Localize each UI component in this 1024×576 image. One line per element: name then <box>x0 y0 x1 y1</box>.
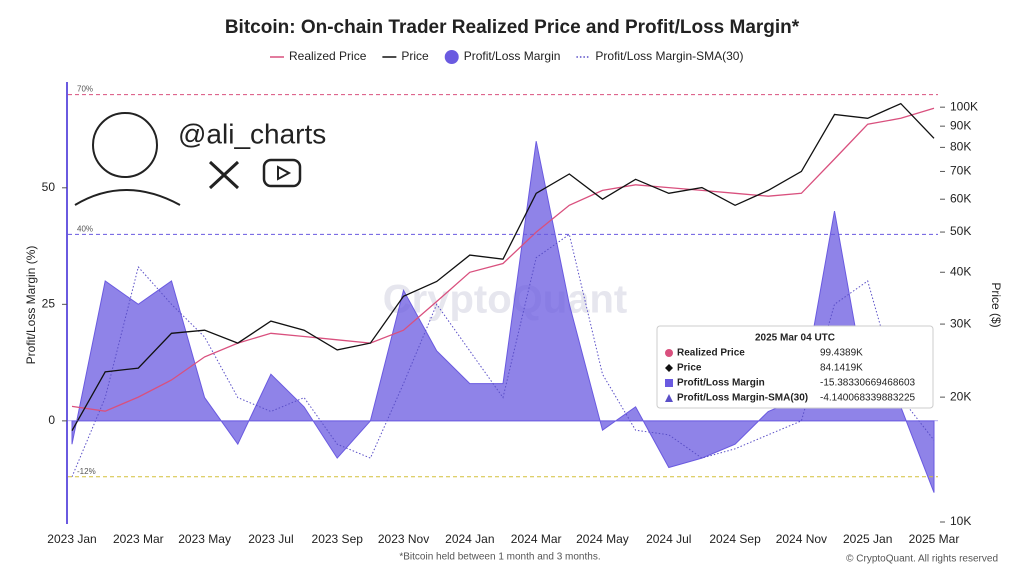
x-tick-label: 2023 Sep <box>312 532 364 546</box>
y2-tick-label: 10K <box>950 514 971 528</box>
y2-tick-label: 50K <box>950 224 971 238</box>
x-tick-label: 2025 Mar <box>909 532 960 546</box>
credit: © CryptoQuant. All rights reserved <box>846 554 998 565</box>
y2-tick-label: 80K <box>950 140 971 154</box>
tooltip-value: 99.4389K <box>820 348 863 359</box>
x-tick-label: 2023 Jul <box>248 532 293 546</box>
chart-title: Bitcoin: On-chain Trader Realized Price … <box>225 17 800 38</box>
logo <box>74 112 302 206</box>
y2-tick-label: 70K <box>950 164 971 178</box>
legend-label: Realized Price <box>289 49 367 63</box>
handle: @ali_charts <box>178 118 326 149</box>
tooltip: 2025 Mar 04 UTC Realized Price 99.4389K Pri… <box>656 325 934 409</box>
x-icon <box>208 160 240 190</box>
watermark: CryptoQuant <box>383 278 627 322</box>
tooltip-title: 2025 Mar 04 UTC <box>755 333 835 344</box>
tooltip-value: -15.38330669468603 <box>820 378 916 389</box>
tooltip-marker <box>665 379 673 387</box>
x-tick-label: 2025 Jan <box>843 532 892 546</box>
x-tick-label: 2024 Nov <box>776 532 827 546</box>
x-tick-label: 2024 Sep <box>709 532 761 546</box>
x-tick-label: 2023 May <box>178 532 231 546</box>
x-tick-label: 2023 Mar <box>113 532 164 546</box>
x-tick-label: 2023 Jan <box>47 532 96 546</box>
x-tick-label: 2024 May <box>576 532 629 546</box>
ref-line-label: 70% <box>77 85 93 94</box>
footnote: *Bitcoin held between 1 month and 3 mont… <box>399 552 600 563</box>
y2-tick-label: 90K <box>950 118 971 132</box>
y2-tick-label: 40K <box>950 264 971 278</box>
avatar <box>92 112 158 178</box>
tooltip-box <box>656 325 934 409</box>
tooltip-label: Realized Price <box>677 348 745 359</box>
legend-label: Profit/Loss Margin <box>464 49 561 63</box>
line <box>71 107 935 412</box>
legend-swatch <box>444 50 459 64</box>
tooltip-label: Profit/Loss Margin-SMA(30) <box>677 393 808 404</box>
tooltip-marker <box>665 349 673 357</box>
x-tick-label: 2023 Nov <box>378 532 429 546</box>
y2-axis-label: Price ($) <box>989 282 1003 327</box>
tooltip-value: -4.140068339883225 <box>820 393 916 404</box>
tooltip-marker <box>665 394 673 402</box>
ref-line-label: 40% <box>77 225 93 234</box>
youtube-play <box>277 165 292 181</box>
y2-tick-label: 100K <box>950 99 978 113</box>
tooltip-label: Profit/Loss Margin <box>677 378 765 389</box>
y-tick-label: 50 <box>42 180 56 194</box>
legend-label: Price <box>401 49 429 63</box>
ref-line-label: -12% <box>77 467 96 476</box>
line <box>71 233 935 477</box>
youtube-icon <box>262 158 302 188</box>
y-tick-label: 0 <box>48 413 55 427</box>
tooltip-marker <box>665 364 673 372</box>
y2-tick-label: 30K <box>950 316 971 330</box>
x-tick-label: 2024 Mar <box>511 532 562 546</box>
y2-tick-label: 20K <box>950 389 971 403</box>
avatar-shoulders <box>74 189 181 206</box>
tooltip-label: Price <box>677 363 702 374</box>
line <box>71 102 935 432</box>
x-tick-label: 2024 Jul <box>646 532 691 546</box>
y-axis-label: Profit/Loss Margin (%) <box>24 246 38 365</box>
x-tick-label: 2024 Jan <box>445 532 494 546</box>
y2-tick-label: 60K <box>950 191 971 205</box>
y-tick-label: 25 <box>42 297 56 311</box>
tooltip-value: 84.1419K <box>820 363 863 374</box>
legend-label: Profit/Loss Margin-SMA(30) <box>595 49 743 63</box>
